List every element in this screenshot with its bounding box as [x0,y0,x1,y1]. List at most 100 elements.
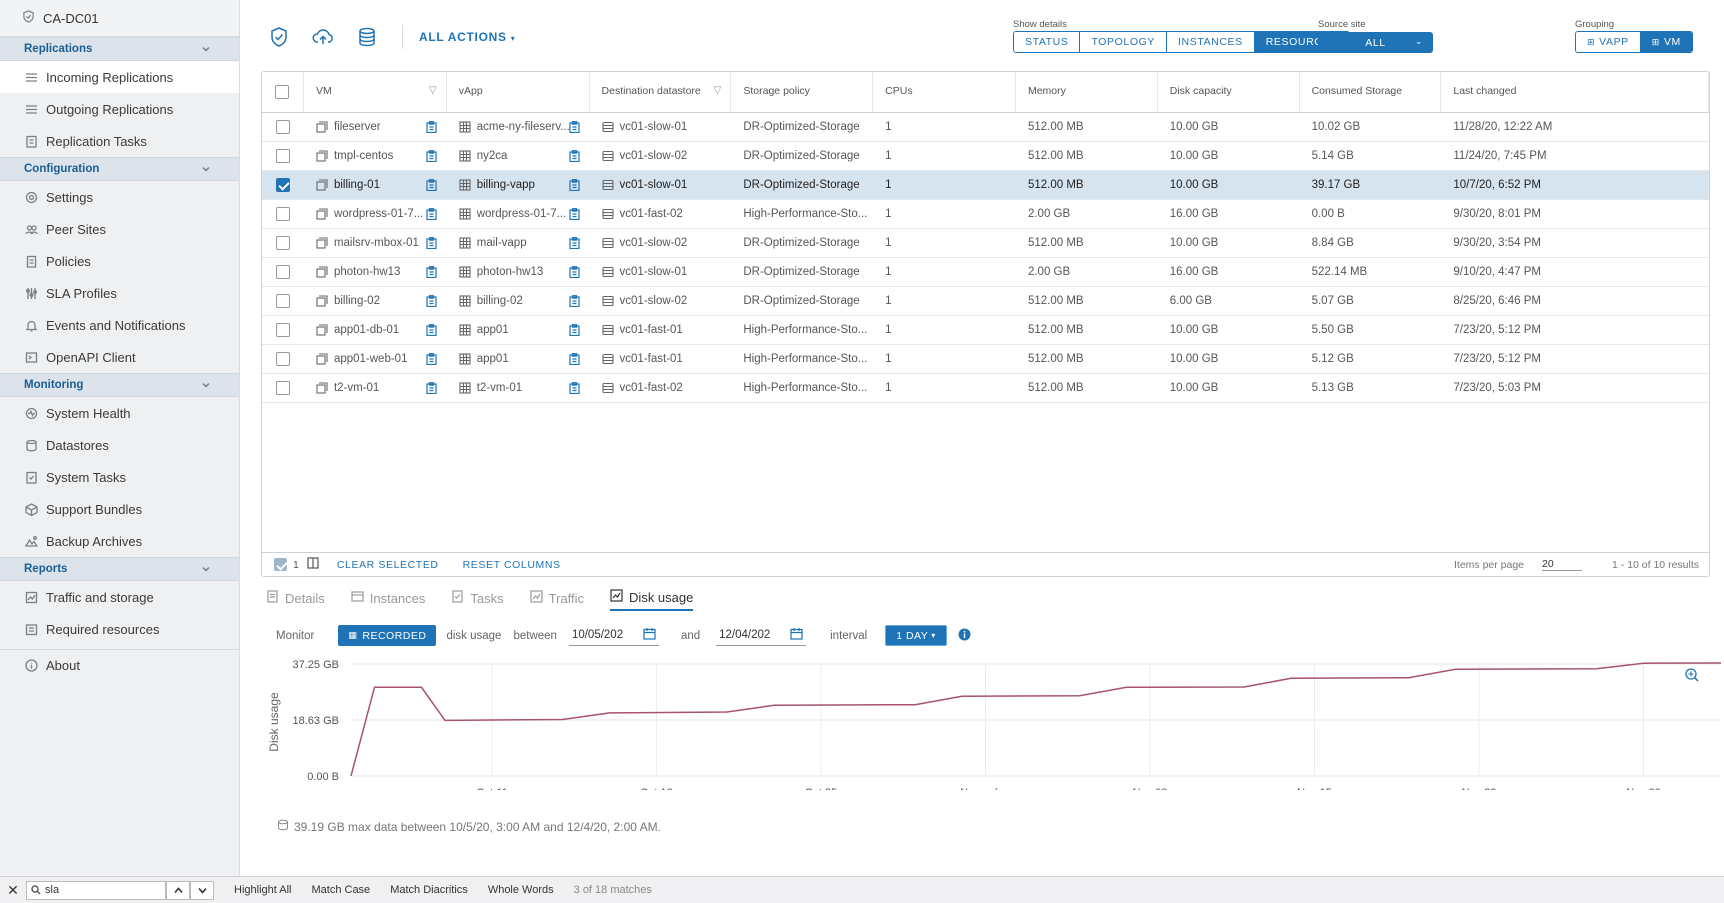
tab-disk-usage[interactable]: Disk usage [610,589,694,611]
row-checkbox[interactable] [275,294,290,308]
column-header-disk-capacity[interactable]: Disk capacity [1158,72,1300,112]
select-all-checkbox[interactable] [275,85,290,99]
clipboard-icon[interactable] [568,237,580,252]
site-header[interactable]: CA-DC01 [0,0,239,37]
clipboard-icon[interactable] [426,266,437,281]
table-row[interactable]: fileserver acme-ny-fileserv... vc01-slow-0… [262,113,1709,142]
to-date-input[interactable]: 12/04/202 [716,626,807,646]
sidebar-item-outgoing-replications[interactable]: Outgoing Replications [0,93,239,125]
sidebar-item-backup-archives[interactable]: Backup Archives [0,525,239,557]
table-row[interactable]: billing-02 billing-02 vc01-slow-02 DR-Optim… [262,287,1709,316]
protect-shield-icon[interactable] [264,22,294,52]
recorded-button[interactable]: ▦ RECORDED [338,625,437,646]
reset-columns-link[interactable]: RESET COLUMNS [462,558,561,571]
items-per-page-select[interactable]: 20 [1542,558,1583,571]
find-next-button[interactable] [190,880,214,900]
sidebar-item-required-resources[interactable]: Required resources [0,613,239,645]
clipboard-icon[interactable] [426,237,437,252]
column-header-vm[interactable]: VM ▽ [304,72,447,112]
table-row[interactable]: app01-db-01 app01 vc01-fast-01 High-Perform… [262,316,1709,345]
clipboard-icon[interactable] [568,324,580,339]
clipboard-icon[interactable] [426,179,437,194]
clipboard-icon[interactable] [426,324,437,339]
table-row[interactable]: tmpl-centos ny2ca vc01-slow-02 DR-Optimized… [262,142,1709,171]
source-site-select[interactable]: ALL ⌄ [1318,32,1433,53]
column-header-memory[interactable]: Memory [1016,72,1158,112]
find-input[interactable]: sla [26,880,166,900]
show-details-topology[interactable]: TOPOLOGY [1080,32,1168,52]
sidebar-item-about[interactable]: About [0,649,239,681]
calendar-icon[interactable] [790,627,803,643]
clipboard-icon[interactable] [426,353,437,368]
tab-tasks[interactable]: Tasks [451,589,504,611]
info-icon[interactable] [958,628,971,644]
clipboard-icon[interactable] [568,179,580,194]
sidebar-item-sla-profiles[interactable]: SLA Profiles [0,277,239,309]
sidebar-item-policies[interactable]: Policies [0,245,239,277]
column-header-consumed-storage[interactable]: Consumed Storage [1300,72,1442,112]
sidebar-item-incoming-replications[interactable]: Incoming Replications [0,61,239,93]
sidebar-item-replication-tasks[interactable]: Replication Tasks [0,125,239,157]
show-details-status[interactable]: STATUS [1014,32,1081,52]
sidebar-item-system-tasks[interactable]: System Tasks [0,461,239,493]
column-header-destination-datastore[interactable]: Destination datastore ▽ [590,72,732,112]
find-option-whole-words[interactable]: Whole Words [487,884,554,896]
row-checkbox[interactable] [275,265,290,279]
sidebar-item-peer-sites[interactable]: Peer Sites [0,213,239,245]
sidebar-section-reports[interactable]: Reports [0,557,239,581]
table-row[interactable]: mailsrv-mbox-01 mail-vapp vc01-slow-02 DR-O… [262,229,1709,258]
clipboard-icon[interactable] [426,295,437,310]
sidebar-item-settings[interactable]: Settings [0,181,239,213]
row-checkbox[interactable] [275,149,290,163]
find-option-match-case[interactable]: Match Case [311,884,371,896]
all-actions-menu[interactable]: ALL ACTIONS ▾ [419,30,516,44]
sidebar-item-events-and-notifications[interactable]: Events and Notifications [0,309,239,341]
tab-instances[interactable]: Instances [351,589,425,611]
clipboard-icon[interactable] [426,121,437,136]
grouping-vapp[interactable]: ⊞ VAPP [1576,32,1641,52]
row-checkbox[interactable] [275,120,290,134]
table-row[interactable]: photon-hw13 photon-hw13 vc01-slow-01 DR-Opt… [262,258,1709,287]
sidebar-item-support-bundles[interactable]: Support Bundles [0,493,239,525]
clipboard-icon[interactable] [568,266,580,281]
column-header-last-changed[interactable]: Last changed [1441,72,1709,112]
column-header-vapp[interactable]: vApp [447,72,590,112]
sidebar-section-configuration[interactable]: Configuration [0,157,239,181]
datastore-icon[interactable] [352,22,382,52]
from-date-input[interactable]: 10/05/202 [568,626,659,646]
table-row[interactable]: wordpress-01-7... wordpress-01-7... vc01-f… [262,200,1709,229]
show-details-instances[interactable]: INSTANCES [1167,32,1255,52]
tab-details[interactable]: Details [266,589,325,611]
column-header-storage-policy[interactable]: Storage policy [731,72,874,112]
clipboard-icon[interactable] [426,208,437,223]
find-option-highlight-all[interactable]: Highlight All [234,884,292,896]
sidebar-item-system-health[interactable]: System Health [0,397,239,429]
filter-icon[interactable]: ▽ [429,85,437,96]
clipboard-icon[interactable] [568,208,580,223]
sidebar-item-openapi-client[interactable]: OpenAPI Client [0,341,239,373]
sidebar-item-traffic-and-storage[interactable]: Traffic and storage [0,581,239,613]
clipboard-icon[interactable] [426,382,437,397]
selected-count-checkbox[interactable] [274,558,287,571]
clipboard-icon[interactable] [568,121,580,136]
clear-selected-link[interactable]: CLEAR SELECTED [336,558,439,571]
table-row[interactable]: app01-web-01 app01 vc01-fast-01 High-Perfor… [262,345,1709,374]
table-row[interactable]: billing-01 billing-vapp vc01-slow-01 DR-Opt… [262,171,1709,200]
tab-traffic[interactable]: Traffic [530,589,584,611]
column-header-cpus[interactable]: CPUs [873,72,1016,112]
row-checkbox[interactable] [275,381,290,395]
find-option-match-diacritics[interactable]: Match Diacritics [390,884,468,896]
zoom-icon[interactable] [1685,668,1699,682]
table-row[interactable]: t2-vm-01 t2-vm-01 vc01-fast-02 High-Perform… [262,374,1709,403]
grouping-vm[interactable]: ⊞ VM [1640,32,1692,52]
row-checkbox[interactable] [275,236,290,250]
row-checkbox[interactable] [275,352,290,366]
clipboard-icon[interactable] [568,382,580,397]
close-icon[interactable]: ✕ [7,881,19,898]
calendar-icon[interactable] [643,627,656,643]
interval-select[interactable]: 1 DAY ▾ [885,625,947,646]
cloud-upload-icon[interactable] [308,22,338,52]
sidebar-section-replications[interactable]: Replications [0,37,239,61]
row-checkbox[interactable] [275,323,290,337]
clipboard-icon[interactable] [426,150,437,165]
